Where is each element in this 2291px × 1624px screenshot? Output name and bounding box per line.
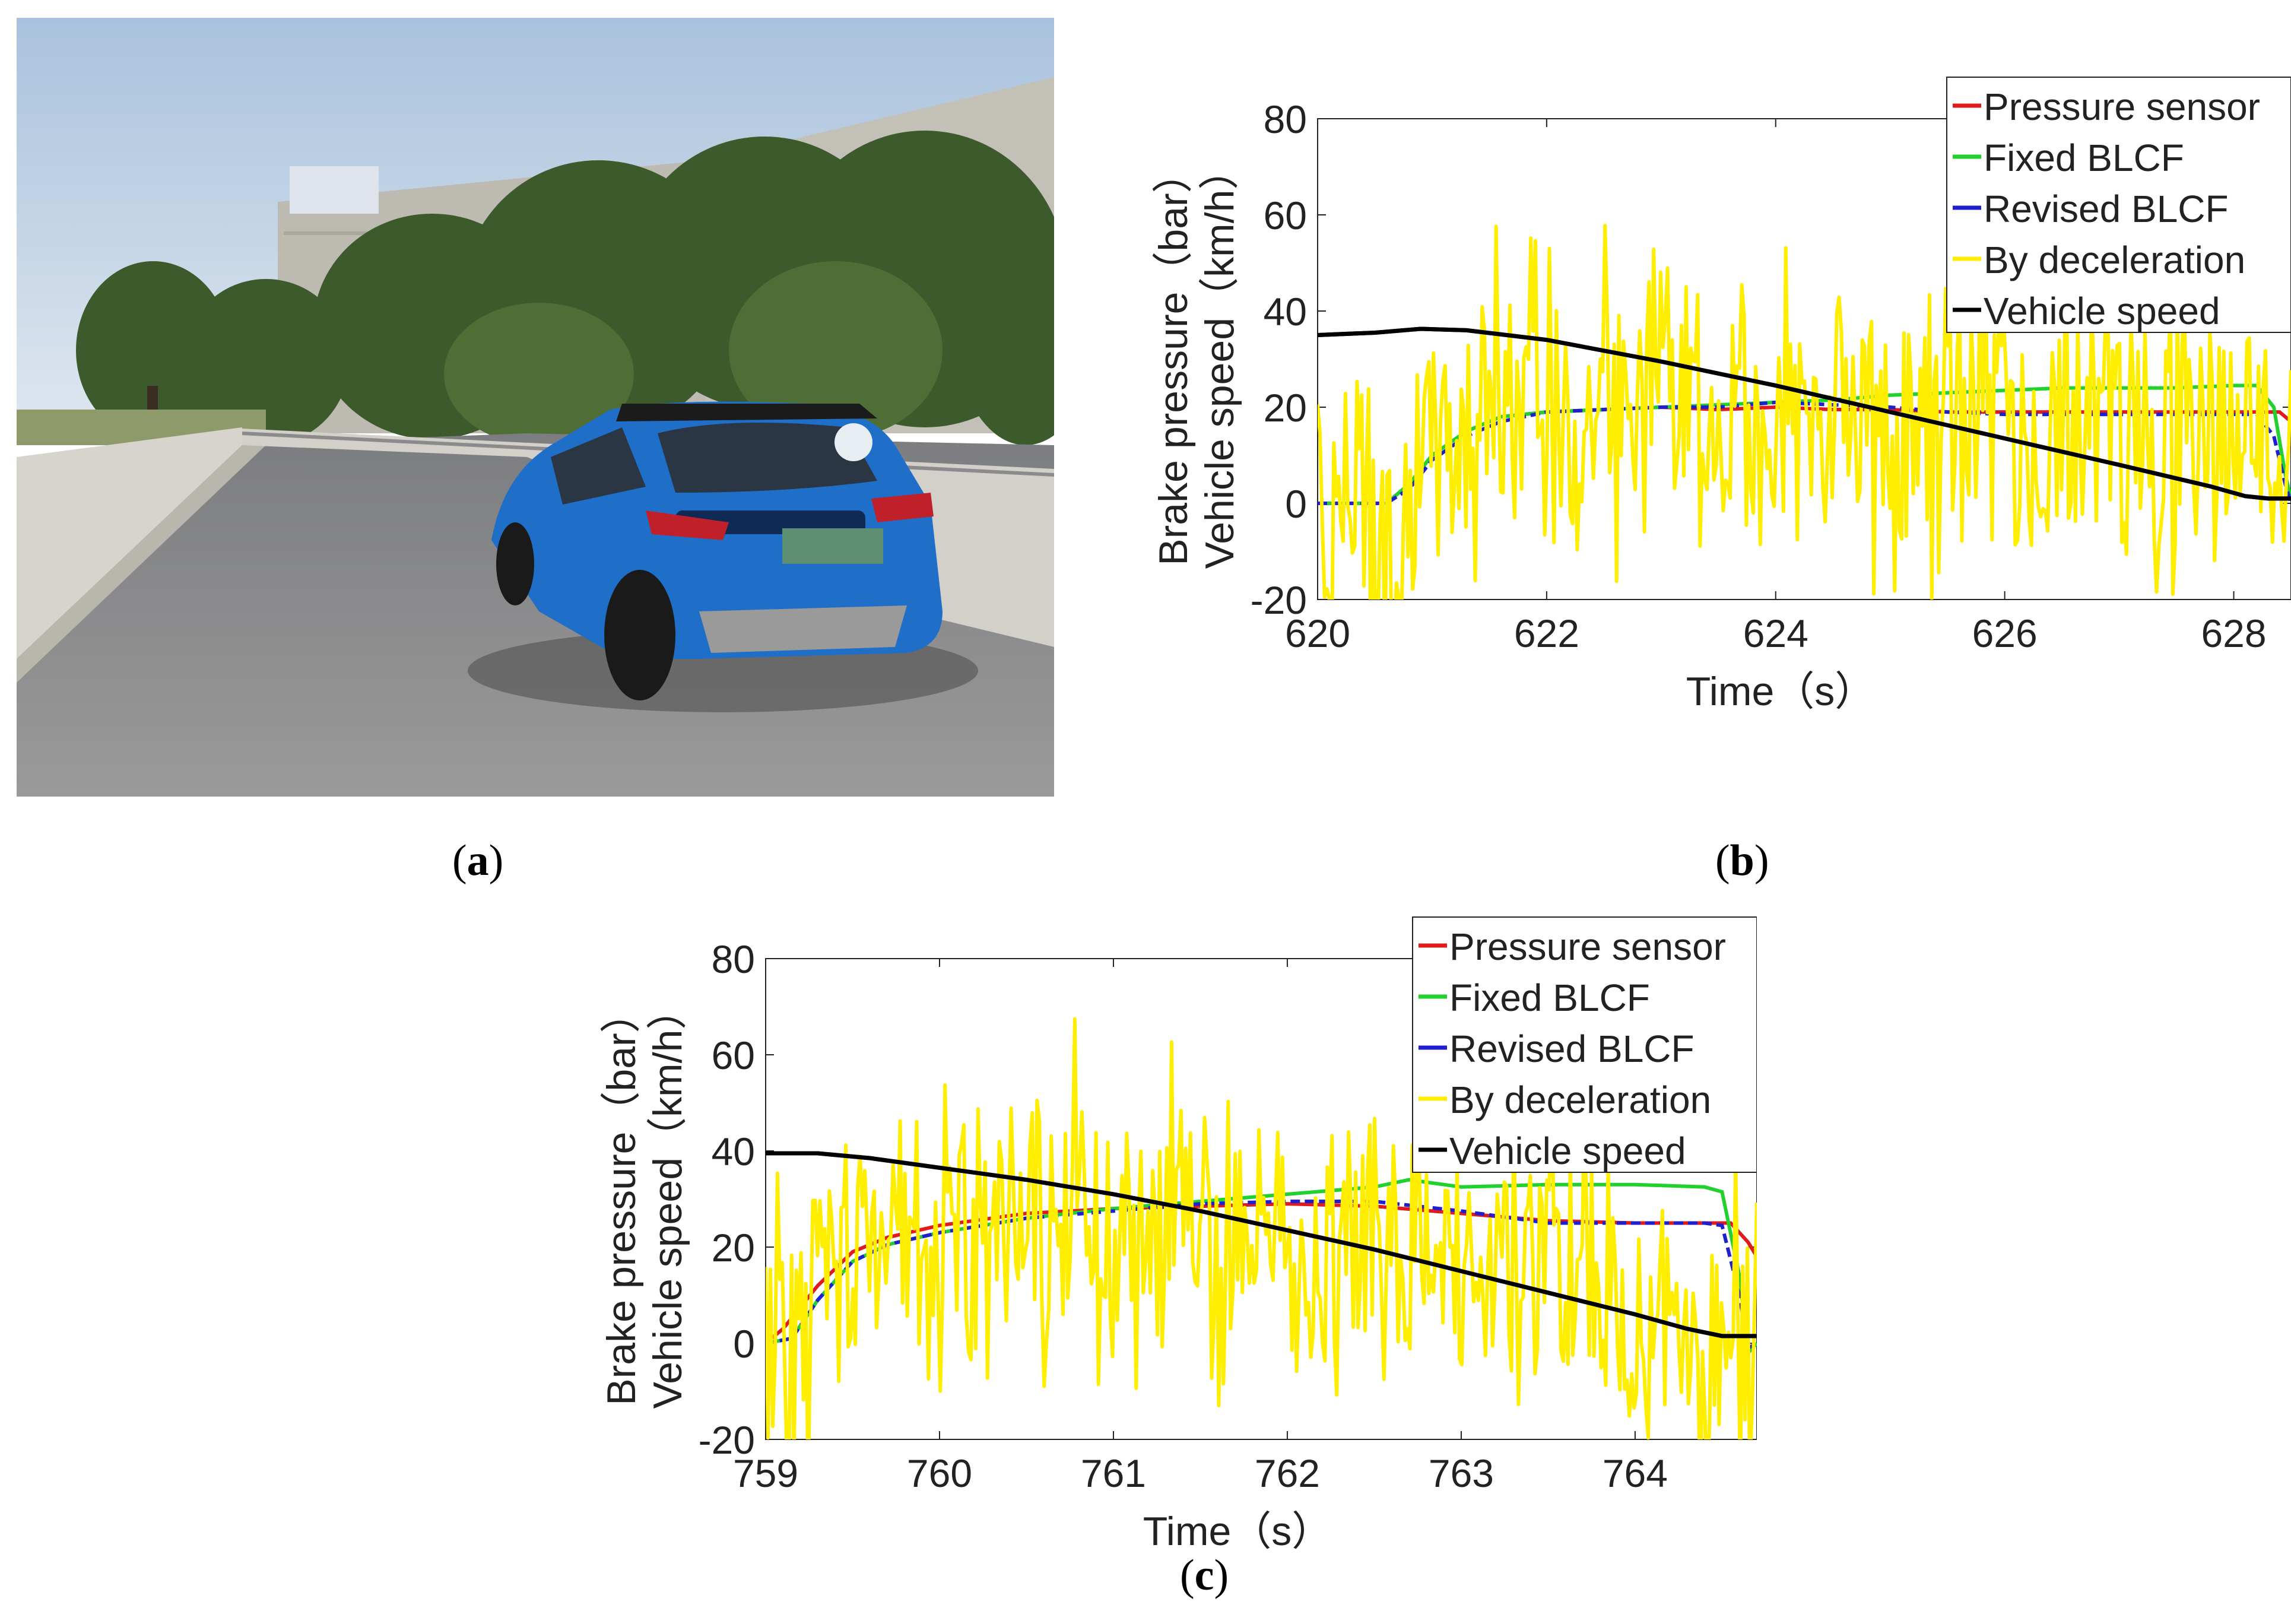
x-tick-label: 620 — [1285, 611, 1350, 655]
panel-label-b: (b) — [1715, 836, 1769, 885]
legend-label: Pressure sensor — [1449, 925, 1726, 968]
y-tick-label: 0 — [733, 1322, 755, 1366]
x-tick-label: 763 — [1429, 1451, 1494, 1495]
y-tick-label: -20 — [699, 1418, 755, 1462]
series-line-by-deceleration — [1318, 223, 2291, 600]
chart-b-svg: -20 0 20 40 60 80 620 622 624 626 628 Time（s） Brake … — [1151, 77, 2291, 714]
y-axis-label-line2: Vehicle speed（km/h） — [1197, 150, 1242, 569]
legend-label: Pressure sensor — [1984, 85, 2260, 128]
vehicle-photo-illustration — [17, 18, 1054, 797]
y-tick-label: 80 — [712, 937, 755, 981]
legend-label: By deceleration — [1449, 1079, 1711, 1121]
series-line-revised-blcf — [766, 1200, 1757, 1351]
y-axis-label-line2: Vehicle speed（km/h） — [645, 989, 690, 1409]
y-axis-label-line1: Brake pressure（bar） — [1151, 153, 1196, 565]
legend-box — [1946, 77, 2291, 333]
x-tick-label: 761 — [1081, 1451, 1146, 1495]
legend-label: Vehicle speed — [1449, 1130, 1686, 1172]
legend-label: By deceleration — [1984, 239, 2245, 281]
x-tick-label: 628 — [2201, 611, 2266, 655]
y-tick-label: 80 — [1264, 97, 1307, 141]
x-tick-label: 762 — [1255, 1451, 1320, 1495]
legend-label: Fixed BLCF — [1984, 137, 2184, 179]
x-tick-label: 622 — [1514, 611, 1579, 655]
y-tick-label: 0 — [1285, 482, 1307, 526]
legend-label: Fixed BLCF — [1449, 976, 1650, 1019]
left-barrier — [17, 427, 242, 659]
x-axis-label: Time（s） — [1686, 669, 1876, 714]
test-vehicle-photo — [17, 18, 1054, 797]
legend-label: Vehicle speed — [1984, 290, 2220, 332]
y-tick-label: 40 — [1264, 290, 1307, 334]
legend-label: Revised BLCF — [1449, 1027, 1695, 1070]
y-axis-label-line1: Brake pressure（bar） — [599, 992, 644, 1405]
panel-label-a: (a) — [452, 836, 504, 885]
chart-c-svg: -20 0 20 40 60 80 759 760 761 762 763 764 Time（s） Bra… — [599, 916, 1757, 1554]
x-tick-label: 624 — [1743, 611, 1808, 655]
x-tick-label: 626 — [1972, 611, 2038, 655]
y-tick-label: 40 — [712, 1130, 755, 1173]
chart-b: -20 0 20 40 60 80 620 622 624 626 628 Time（s） Brake … — [1068, 47, 2291, 748]
series-line-vehicle-speed-top — [1318, 326, 2291, 501]
x-tick-label: 764 — [1603, 1451, 1668, 1495]
y-tick-label: 20 — [1264, 386, 1307, 430]
series-line-vehicle-speed-top — [766, 1151, 1757, 1338]
y-tick-label: 60 — [1264, 194, 1307, 237]
y-tick-label: 60 — [712, 1033, 755, 1077]
y-tick-label: -20 — [1251, 578, 1307, 622]
legend-label: Revised BLCF — [1984, 188, 2229, 230]
x-tick-label: 759 — [733, 1451, 798, 1495]
series-group — [1318, 223, 2291, 600]
blue-suv — [491, 401, 943, 700]
y-tick-label: 20 — [712, 1226, 755, 1270]
chart-c: -20 0 20 40 60 80 759 760 761 762 763 764 Time（s） Bra… — [534, 878, 1757, 1555]
legend-box — [1412, 916, 1757, 1173]
x-axis-label: Time（s） — [1143, 1509, 1332, 1554]
x-tick-label: 760 — [907, 1451, 972, 1495]
panel-label-c: (c) — [1180, 1551, 1229, 1600]
